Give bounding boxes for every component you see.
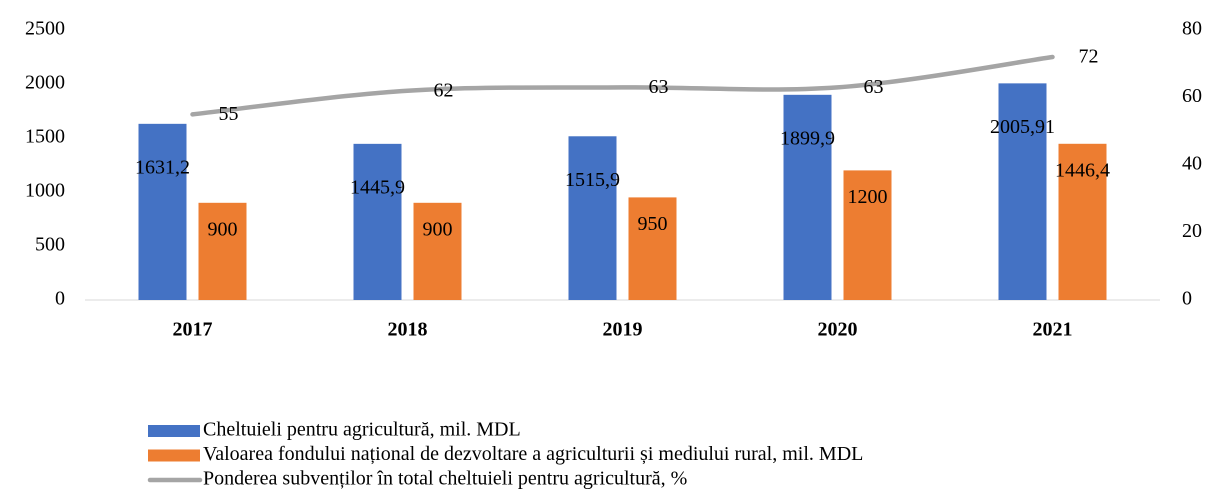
data-label: 63 xyxy=(864,76,884,98)
data-label: 900 xyxy=(423,218,453,240)
y-tick-label: 1500 xyxy=(25,126,65,148)
x-tick-label: 2017 xyxy=(173,319,213,341)
y2-tick-label: 20 xyxy=(1182,220,1202,242)
y-tick-label: 2500 xyxy=(25,18,65,40)
data-label: 62 xyxy=(434,79,454,101)
data-label: 1445,9 xyxy=(350,176,405,198)
bar xyxy=(198,202,247,300)
bar xyxy=(843,170,892,300)
bar xyxy=(998,83,1047,300)
x-tick-label: 2019 xyxy=(603,319,643,341)
data-label: 1200 xyxy=(848,186,888,208)
data-label: 55 xyxy=(219,103,239,125)
bar xyxy=(413,202,462,300)
y-tick-label: 2000 xyxy=(25,72,65,94)
y-tick-label: 500 xyxy=(35,234,65,256)
data-label: 950 xyxy=(638,213,668,235)
legend-label: Ponderea subvenților în total cheltuieli… xyxy=(203,468,687,490)
bar xyxy=(628,197,677,300)
y-tick-label: 1000 xyxy=(25,180,65,202)
data-label: 63 xyxy=(649,76,669,98)
data-label: 72 xyxy=(1079,46,1099,68)
data-label: 900 xyxy=(208,218,238,240)
legend-label: Cheltuieli pentru agricultură, mil. MDL xyxy=(203,419,521,441)
legend-swatch xyxy=(148,425,200,437)
x-tick-label: 2018 xyxy=(388,319,428,341)
bar xyxy=(783,94,832,301)
bar xyxy=(1058,143,1107,300)
bar xyxy=(353,143,402,300)
bar xyxy=(138,123,187,300)
y2-tick-label: 80 xyxy=(1182,18,1202,40)
x-tick-label: 2021 xyxy=(1033,319,1073,341)
y-tick-label: 0 xyxy=(55,288,65,310)
data-label: 1631,2 xyxy=(135,156,190,178)
legend-swatch xyxy=(148,449,200,462)
data-label: 1515,9 xyxy=(565,169,620,191)
legend-label: Valoarea fondului național de dezvoltare… xyxy=(203,443,863,465)
y2-tick-label: 0 xyxy=(1182,288,1192,310)
data-label: 1446,4 xyxy=(1055,159,1110,181)
y2-tick-label: 40 xyxy=(1182,153,1202,175)
y2-tick-label: 60 xyxy=(1182,85,1202,107)
x-tick-label: 2020 xyxy=(818,319,858,341)
data-label: 1899,9 xyxy=(780,127,835,149)
data-label: 2005,91 xyxy=(990,116,1055,138)
line xyxy=(190,54,1055,117)
bar xyxy=(568,136,617,300)
